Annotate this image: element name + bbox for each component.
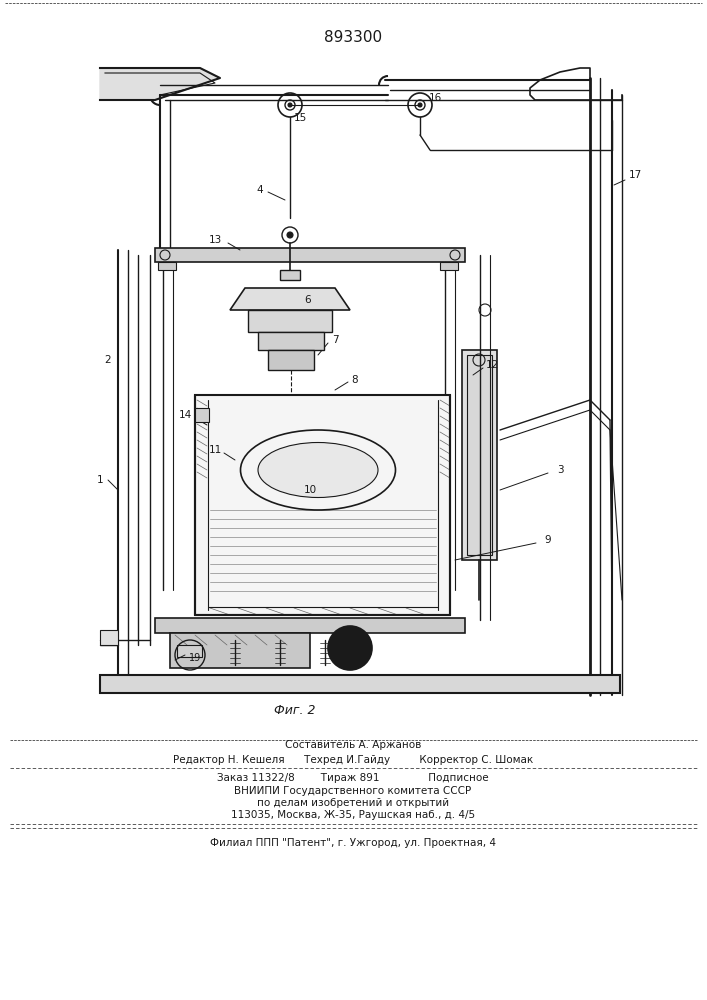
Bar xyxy=(440,262,458,270)
Circle shape xyxy=(328,626,372,670)
Text: 1: 1 xyxy=(97,475,103,485)
Ellipse shape xyxy=(258,442,378,497)
Text: Заказ 11322/8        Тираж 891               Подписное: Заказ 11322/8 Тираж 891 Подписное xyxy=(217,773,489,783)
Text: 893300: 893300 xyxy=(324,30,382,45)
Text: Редактор Н. Кешеля      Техред И.Гайду         Корректор С. Шомак: Редактор Н. Кешеля Техред И.Гайду Коррек… xyxy=(173,755,533,765)
Text: 17: 17 xyxy=(629,170,642,180)
Bar xyxy=(195,395,450,615)
Text: ВНИИПИ Государственного комитета СССР: ВНИИПИ Государственного комитета СССР xyxy=(235,786,472,796)
Bar xyxy=(155,618,465,633)
Bar xyxy=(258,332,324,350)
Text: 19: 19 xyxy=(189,653,201,663)
Text: Филиал ППП "Патент", г. Ужгород, ул. Проектная, 4: Филиал ППП "Патент", г. Ужгород, ул. Про… xyxy=(210,838,496,848)
Bar xyxy=(462,350,497,560)
Text: 2: 2 xyxy=(105,355,111,365)
Circle shape xyxy=(287,232,293,238)
Text: 11: 11 xyxy=(209,445,221,455)
Bar xyxy=(100,630,118,645)
Text: 3: 3 xyxy=(556,465,563,475)
Text: 18: 18 xyxy=(349,647,361,657)
Bar xyxy=(268,350,314,370)
Circle shape xyxy=(288,103,292,107)
Text: 4: 4 xyxy=(257,185,263,195)
Text: 8: 8 xyxy=(351,375,358,385)
Bar xyxy=(170,633,310,668)
Bar xyxy=(467,355,492,555)
Text: 12: 12 xyxy=(486,360,498,370)
Text: 14: 14 xyxy=(178,410,192,420)
Circle shape xyxy=(418,103,422,107)
Text: 113035, Москва, Ж-35, Раушская наб., д. 4/5: 113035, Москва, Ж-35, Раушская наб., д. … xyxy=(231,810,475,820)
Text: Фиг. 2: Фиг. 2 xyxy=(274,704,316,716)
Bar xyxy=(248,310,332,332)
Text: 16: 16 xyxy=(428,93,442,103)
Bar xyxy=(177,645,202,657)
Polygon shape xyxy=(100,68,220,100)
Text: 10: 10 xyxy=(303,485,317,495)
Text: Составитель А. Аржанов: Составитель А. Аржанов xyxy=(285,740,421,750)
Bar xyxy=(100,675,620,693)
Text: 13: 13 xyxy=(209,235,221,245)
Bar xyxy=(155,248,465,262)
Text: 7: 7 xyxy=(332,335,339,345)
Text: 15: 15 xyxy=(293,113,307,123)
Bar xyxy=(158,262,176,270)
Text: 6: 6 xyxy=(305,295,311,305)
Text: 9: 9 xyxy=(544,535,551,545)
Bar xyxy=(195,408,209,422)
Polygon shape xyxy=(230,288,350,310)
Bar xyxy=(280,270,300,280)
Text: по делам изобретений и открытий: по делам изобретений и открытий xyxy=(257,798,449,808)
